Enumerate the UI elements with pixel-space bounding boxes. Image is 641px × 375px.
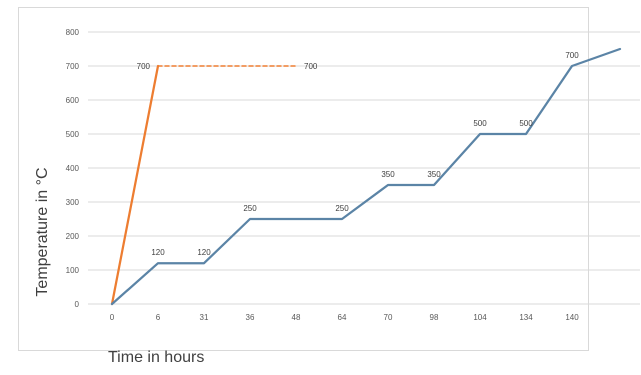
y-tick-label: 500 (66, 130, 80, 139)
y-tick-label: 700 (66, 62, 80, 71)
x-tick-label: 31 (200, 313, 209, 322)
data-label: 500 (473, 119, 487, 128)
x-tick-label: 48 (292, 313, 301, 322)
series-line-2 (110, 47, 622, 306)
x-tick-label: 140 (565, 313, 579, 322)
x-tick-label: 134 (519, 313, 533, 322)
label-layer: 0 100 200 300 400 500 600 700 800 0 6 31 36 48 64 70 98 1… (66, 28, 580, 322)
y-tick-label: 600 (66, 96, 80, 105)
x-axis-title: Time in hours (108, 349, 204, 366)
y-tick-label: 100 (66, 266, 80, 275)
y-tick-label: 800 (66, 28, 80, 37)
x-tick-label: 98 (430, 313, 439, 322)
data-label: 120 (197, 248, 211, 257)
x-tick-label: 64 (338, 313, 347, 322)
y-tick-label: 200 (66, 232, 80, 241)
data-label: 350 (427, 170, 441, 179)
data-label: 250 (335, 204, 349, 213)
x-tick-label: 70 (384, 313, 393, 322)
data-label: 700 (137, 62, 151, 71)
y-tick-label: 300 (66, 198, 80, 207)
y-axis-title: Temperature in °C (34, 167, 51, 296)
y-tick-label: 400 (66, 164, 80, 173)
data-label: 500 (519, 119, 533, 128)
x-tick-label: 104 (473, 313, 487, 322)
series-layer (110, 47, 622, 306)
data-label: 250 (243, 204, 257, 213)
data-label: 120 (151, 248, 165, 257)
data-label: 700 (565, 51, 579, 60)
series-line-0 (110, 64, 160, 306)
x-tick-label: 36 (246, 313, 255, 322)
y-tick-label: 0 (75, 300, 80, 309)
x-tick-label: 0 (110, 313, 115, 322)
x-tick-label: 6 (156, 313, 161, 322)
data-label: 350 (381, 170, 395, 179)
data-label: 700 (304, 62, 318, 71)
